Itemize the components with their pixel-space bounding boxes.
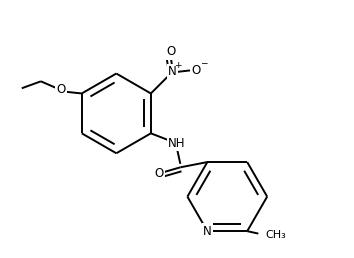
Text: N: N — [168, 66, 177, 78]
Text: O: O — [191, 64, 201, 77]
Text: CH₃: CH₃ — [265, 230, 286, 240]
Text: N: N — [203, 225, 212, 238]
Text: +: + — [174, 61, 181, 69]
Text: NH: NH — [168, 137, 185, 150]
Text: O: O — [56, 84, 65, 96]
Text: O: O — [166, 45, 175, 58]
Text: O: O — [154, 167, 164, 180]
Text: −: − — [200, 58, 207, 67]
